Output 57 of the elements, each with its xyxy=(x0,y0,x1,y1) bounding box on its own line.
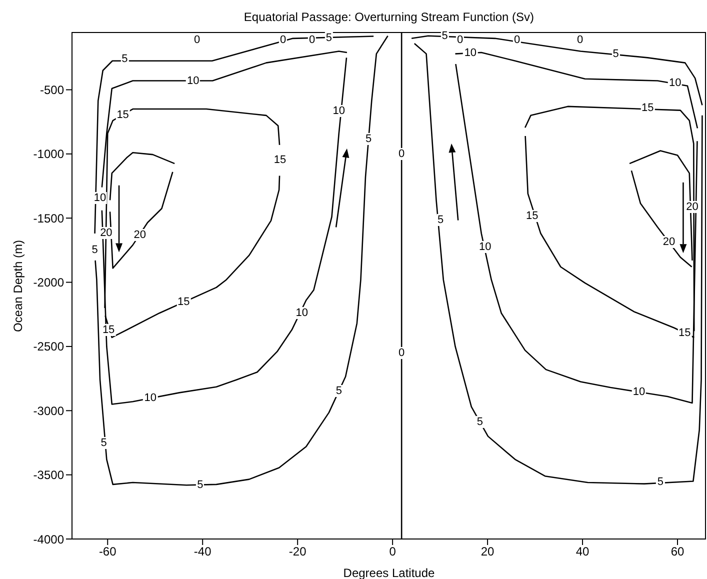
y-tick-label: -1500 xyxy=(33,211,64,226)
y-tick-label: -4000 xyxy=(33,532,64,546)
x-tick-label: -60 xyxy=(98,544,117,559)
annotation: 0 xyxy=(398,148,406,160)
annotation: 10 xyxy=(143,392,158,404)
annotation: 10 xyxy=(92,192,108,204)
annotation: 0 xyxy=(278,34,288,46)
annotation: 15 xyxy=(525,210,540,222)
annotation: 5 xyxy=(436,214,445,226)
y-tick-label: -3500 xyxy=(33,468,64,482)
annotation: 10 xyxy=(463,46,478,59)
annotation: 15 xyxy=(272,154,288,166)
annotation: 10 xyxy=(632,386,646,398)
x-tick-label: 60 xyxy=(670,544,684,559)
annotation: 10 xyxy=(668,76,682,89)
x-tick-label: 20 xyxy=(480,544,495,559)
y-tick-label: -2000 xyxy=(33,276,64,290)
annotation: 15 xyxy=(176,296,191,308)
annotation: 0 xyxy=(576,34,584,46)
annotation: 15 xyxy=(640,102,655,114)
annotation: 5 xyxy=(476,416,484,428)
annotation: 5 xyxy=(334,385,343,398)
y-axis-title: Ocean Depth (m) xyxy=(11,239,25,332)
x-tick-label: -20 xyxy=(288,544,307,559)
annotation: 5 xyxy=(120,52,129,65)
annotation: 15 xyxy=(116,108,130,121)
annotation: 0 xyxy=(456,34,464,46)
annotation: 0 xyxy=(512,34,522,46)
annotation: 5 xyxy=(612,48,620,60)
annotation: 0 xyxy=(308,34,316,46)
annotation: 5 xyxy=(90,244,99,256)
annotation: 5 xyxy=(440,30,449,42)
annotation: 10 xyxy=(332,104,346,117)
annotation: 20 xyxy=(132,228,148,241)
annotation: 15 xyxy=(101,324,116,336)
x-tick-label: 0 xyxy=(389,544,396,559)
annotation: 15 xyxy=(678,326,692,339)
annotation: 0 xyxy=(398,346,406,359)
y-tick-label: -3000 xyxy=(33,404,64,418)
annotation: 10 xyxy=(294,306,309,319)
annotation: 20 xyxy=(99,227,114,240)
y-tick-label: -1000 xyxy=(33,147,64,162)
annotation: 5 xyxy=(364,132,373,145)
annotation: 5 xyxy=(324,32,333,44)
annotation: 5 xyxy=(100,436,108,449)
y-tick-label: -500 xyxy=(40,83,64,98)
annotation: 5 xyxy=(196,478,204,491)
annotation: 10 xyxy=(478,241,492,254)
annotation: 10 xyxy=(186,74,200,87)
annotation: 20 xyxy=(662,236,676,248)
annotation: 0 xyxy=(192,34,202,46)
annotation: 20 xyxy=(685,201,700,214)
y-tick-label: -2500 xyxy=(33,340,64,354)
chart-title: Equatorial Passage: Overturning Stream Function (Sv) xyxy=(242,10,536,24)
x-tick-label: -40 xyxy=(194,544,212,559)
x-tick-label: 40 xyxy=(576,544,590,559)
annotation: 5 xyxy=(656,476,664,488)
